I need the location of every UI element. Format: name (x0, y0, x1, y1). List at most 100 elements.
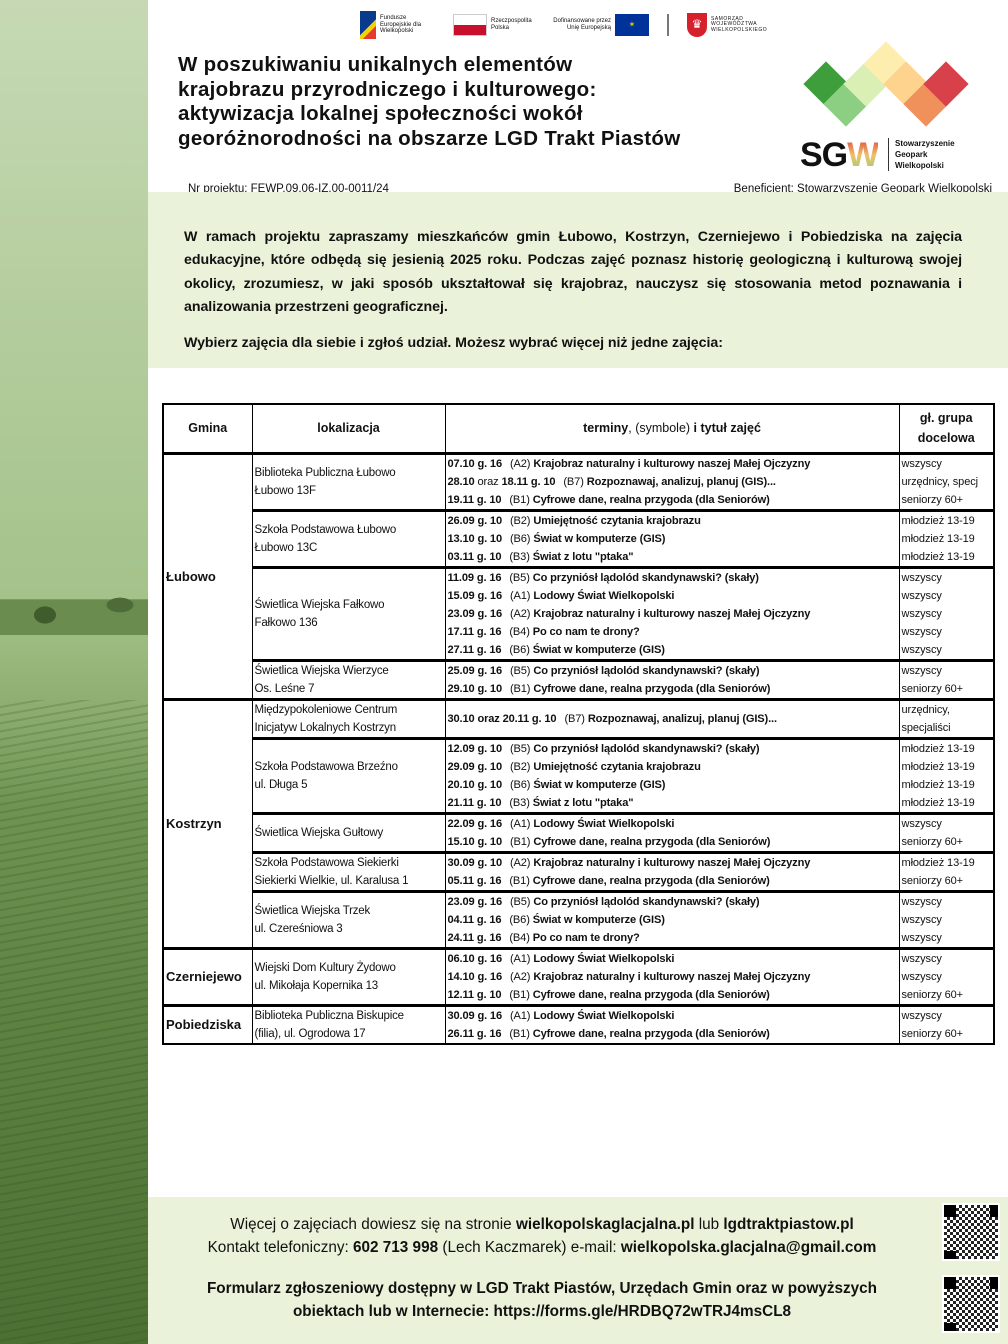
session-title: Lodowy Świat Wielkopolski (533, 589, 675, 602)
target-group: młodzież 13-19 (901, 514, 975, 527)
session-date: 23.09 g. 16 (447, 895, 503, 908)
target-group: seniorzy 60+ (901, 988, 964, 1001)
target-group: wszyscy (901, 931, 942, 944)
session-item: 20.10 g. 10 (B6) Świat w komputerze (GIS) (448, 776, 899, 794)
target-group: wszyscy (901, 589, 942, 602)
header-text: i tytuł zajęć (690, 421, 761, 436)
table-row: Świetlica Wiejska Fałkowo Fałkowo 136 11.0… (163, 565, 995, 661)
target-group: młodzież 13-19 (901, 778, 975, 791)
title-line: georóżnorodności na obszarze LGD Trakt P… (178, 126, 681, 150)
gmina-cell: Czerniejewo (162, 946, 253, 1006)
session-title: Rozpoznawaj, analizuj, planuj (GIS)... (587, 712, 777, 725)
session-date: 15.09 g. 16 (447, 589, 503, 602)
session-date: 30.10 oraz 20.11 g. 10 (447, 712, 557, 725)
sessions-cell: 26.09 g. 10 (B2) Umiejętność czytania kraj… (444, 508, 900, 568)
session-code: (A2) (509, 607, 531, 620)
footer-contact-line: Kontakt telefoniczny: 602 713 998 (Lech … (148, 1236, 936, 1259)
sgw-mark: SGW (800, 136, 879, 175)
session-date: 05.11 g. 16 (447, 874, 502, 887)
location-line: Siekierki Wielkie, ul. Karalusa 1 (254, 874, 409, 887)
session-title: Świat w komputerze (GIS) (533, 532, 666, 545)
session-title: Lodowy Świat Wielkopolski (533, 1009, 675, 1022)
website-link[interactable]: wielkopolskaglacjalna.pl (515, 1216, 695, 1233)
group-cell: młodzież 13-19 seniorzy 60+ (898, 850, 995, 892)
location-cell: Wiejski Dom Kultury Żydowo ul. Mikołaja K… (251, 946, 446, 1006)
qr-code-icon[interactable] (942, 1275, 1000, 1333)
session-code: (A2) (509, 970, 531, 983)
location-line: ul. Długa 5 (254, 778, 308, 791)
group-cell: wszyscy seniorzy 60+ (898, 811, 995, 853)
session-title: Świat z lotu "ptaka" (532, 796, 634, 809)
sessions-cell: 22.09 g. 16 (A1) Lodowy Świat Wielkopolski… (444, 811, 900, 853)
form-info: Formularz zgłoszeniowy dostępny w LGD Tr… (148, 1277, 936, 1323)
divider (667, 14, 669, 36)
session-code: (B3) (509, 550, 530, 563)
sessions-cell: 12.09 g. 10 (B5) Co przyniósł lądolód skan… (444, 736, 900, 814)
group-cell: wszyscy seniorzy 60+ (898, 1003, 995, 1044)
target-group: młodzież 13-19 (901, 760, 975, 773)
email-link[interactable]: wielkopolska.glacjalna@gmail.com (620, 1239, 877, 1256)
target-group: urzędnicy, specj (901, 475, 979, 488)
location-cell: Biblioteka Publiczna Biskupice (filia), u… (251, 1003, 446, 1044)
target-group: wszyscy (901, 643, 942, 656)
session-title: Co przyniósł lądolód skandynawski? (skał… (533, 895, 760, 908)
session-code: (B5) (509, 664, 531, 677)
session-code: (B7) (564, 712, 585, 725)
phone-number[interactable]: 602 713 998 (353, 1239, 439, 1256)
fe-icon (360, 11, 376, 39)
session-code: (A1) (509, 952, 531, 965)
session-title: Co przyniósł lądolód skandynawski? (skał… (532, 571, 759, 584)
group-cell: urzędnicy, specjaliści (898, 697, 995, 739)
target-group: wszyscy (901, 457, 942, 470)
website-link[interactable]: lgdtraktpiastow.pl (723, 1216, 854, 1233)
session-title: Krajobraz naturalny i kulturowy naszej M… (533, 856, 811, 869)
schedule-table: Gmina lokalizacja terminy, (symbole) i t… (162, 403, 995, 1045)
target-group: wszyscy (901, 913, 942, 926)
form-line: Formularz zgłoszeniowy dostępny w LGD Tr… (206, 1280, 878, 1297)
title-line: aktywizacja lokalnej społeczności wokół (178, 102, 583, 125)
target-group: wszyscy (901, 970, 942, 983)
session-code: (B6) (509, 913, 530, 926)
session-title: Cyfrowe dane, realna przygoda (dla Senio… (533, 835, 771, 848)
sgw-mark-w: W (847, 136, 879, 174)
session-code: (B4) (509, 625, 530, 638)
session-title: Rozpoznawaj, analizuj, planuj (GIS)... (586, 475, 776, 488)
intro-cta: Wybierz zajęcia dla siebie i zgłoś udzia… (184, 335, 723, 352)
session-title: Po co nam te drony? (532, 625, 640, 638)
location-cell: Świetlica Wiejska Trzek ul. Czereśniowa 3 (251, 889, 446, 949)
header-text: , (628, 421, 636, 436)
intro-text: W ramach projektu zapraszamy mieszkańców… (184, 229, 962, 315)
location-cell: Szkoła Podstawowa Siekierki Siekierki Wie… (251, 850, 446, 892)
session-date: 27.11 g. 16 (447, 643, 502, 656)
location-line: Świetlica Wiejska Fałkowo (254, 598, 385, 611)
session-code: (B6) (509, 532, 531, 545)
group-cell: wszyscy wszyscy wszyscy (898, 889, 995, 949)
target-group: wszyscy (901, 607, 942, 620)
text: (Lech Kaczmarek) e-mail: (438, 1239, 621, 1256)
header-terminy: terminy, (symbole) i tytuł zajęć (444, 403, 900, 455)
session-date: 25.09 g. 16 (447, 664, 503, 677)
target-group: wszyscy (901, 625, 942, 638)
location-line: Os. Leśne 7 (254, 682, 315, 695)
header-text: (symbole) (635, 421, 691, 436)
location-line: (filia), ul. Ogrodowa 17 (254, 1027, 366, 1040)
target-group: wszyscy (901, 571, 942, 584)
session-date: 20.10 g. 10 (447, 778, 503, 791)
session-title: Lodowy Świat Wielkopolski (533, 952, 675, 965)
target-group: młodzież 13-19 (901, 550, 975, 563)
location-cell: Szkoła Podstawowa Brzeźno ul. Długa 5 (251, 736, 446, 814)
sgw-logo: SGW Stowarzyszenie Geopark Wielkopolski (800, 41, 970, 177)
logo-eu: Dofinansowane przez Unię Europejską ✶ (549, 14, 649, 36)
qr-code-icon[interactable] (942, 1203, 1000, 1261)
session-date: 26.11 g. 16 (447, 1027, 502, 1040)
session-item: 11.09 g. 16 (B5) Co przyniósł lądolód skan… (448, 569, 899, 587)
session-item: 29.09 g. 10 (B2) Umiejętność czytania kraj… (448, 758, 899, 776)
session-title: Krajobraz naturalny i kulturowy naszej M… (533, 457, 811, 470)
session-code: (B5) (509, 742, 531, 755)
form-link[interactable]: obiektach lub w Internecie: https://form… (292, 1303, 792, 1320)
page-title: W poszukiwaniu unikalnych elementów kraj… (178, 53, 788, 151)
session-code: (B2) (509, 760, 531, 773)
session-item: 13.10 g. 10 (B6) Świat w komputerze (GIS) (448, 530, 899, 548)
session-item: 30.09 g. 16 (A1) Lodowy Świat Wielkopolski (448, 1007, 899, 1025)
session-title: Umiejętność czytania krajobrazu (533, 760, 701, 773)
